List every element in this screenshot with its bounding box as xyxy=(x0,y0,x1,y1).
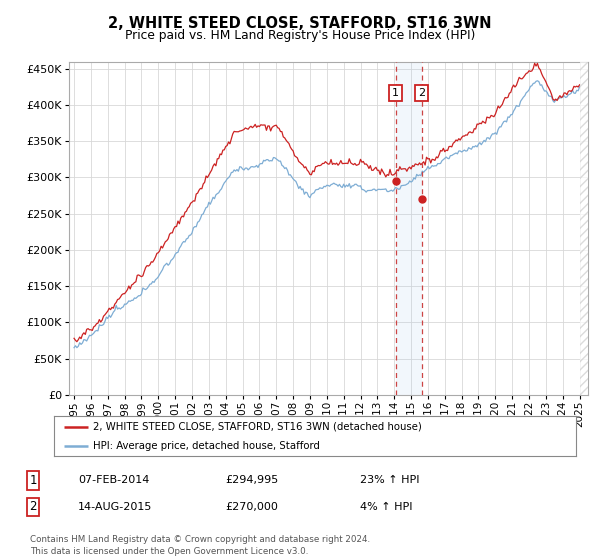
Text: 14-AUG-2015: 14-AUG-2015 xyxy=(78,502,152,512)
Text: Price paid vs. HM Land Registry's House Price Index (HPI): Price paid vs. HM Land Registry's House … xyxy=(125,29,475,42)
Text: 1: 1 xyxy=(29,474,37,487)
Text: 07-FEB-2014: 07-FEB-2014 xyxy=(78,475,149,486)
Text: 2: 2 xyxy=(418,88,425,98)
Bar xyxy=(395,62,422,395)
Text: £294,995: £294,995 xyxy=(225,475,278,486)
Text: 2, WHITE STEED CLOSE, STAFFORD, ST16 3WN: 2, WHITE STEED CLOSE, STAFFORD, ST16 3WN xyxy=(108,16,492,31)
Text: 2: 2 xyxy=(29,500,37,514)
Text: 1: 1 xyxy=(392,88,399,98)
Text: HPI: Average price, detached house, Stafford: HPI: Average price, detached house, Staf… xyxy=(93,441,320,450)
Text: £270,000: £270,000 xyxy=(225,502,278,512)
Text: 23% ↑ HPI: 23% ↑ HPI xyxy=(360,475,419,486)
Text: 4% ↑ HPI: 4% ↑ HPI xyxy=(360,502,413,512)
Text: 2, WHITE STEED CLOSE, STAFFORD, ST16 3WN (detached house): 2, WHITE STEED CLOSE, STAFFORD, ST16 3WN… xyxy=(93,422,422,432)
Text: Contains HM Land Registry data © Crown copyright and database right 2024.
This d: Contains HM Land Registry data © Crown c… xyxy=(30,535,370,556)
